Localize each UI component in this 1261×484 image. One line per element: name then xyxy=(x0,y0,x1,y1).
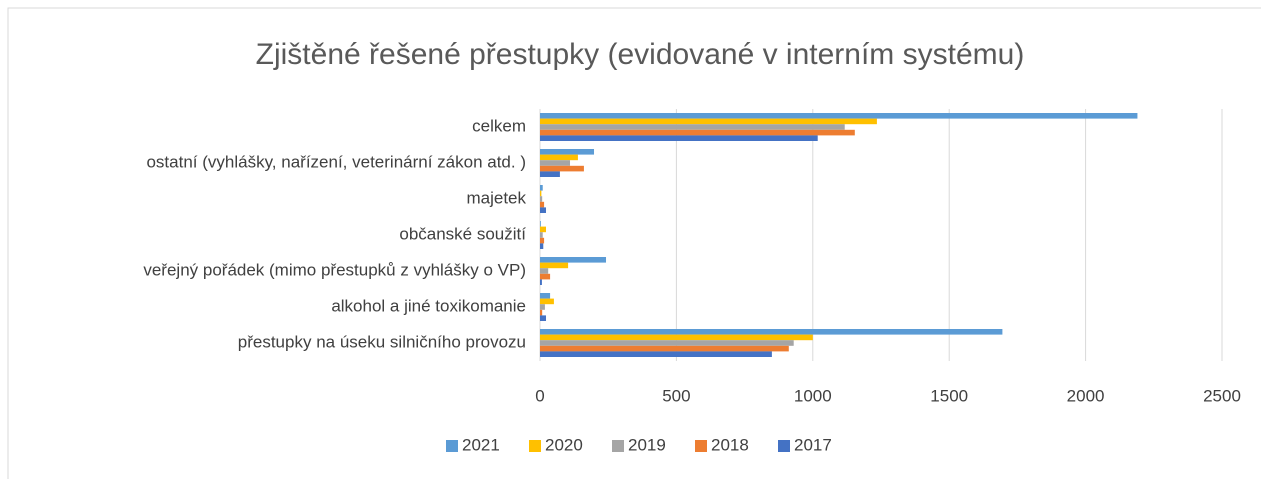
bar xyxy=(540,309,543,316)
bar xyxy=(540,340,794,346)
bar xyxy=(540,196,543,202)
legend-swatch xyxy=(529,440,541,452)
bar xyxy=(540,160,571,166)
y-tick-label: majetek xyxy=(466,188,526,207)
bar xyxy=(540,165,584,172)
x-tick-label: 2000 xyxy=(1067,386,1105,405)
legend-swatch xyxy=(778,440,790,452)
x-tick-label: 1000 xyxy=(794,386,832,405)
legend-swatch xyxy=(695,440,707,452)
y-tick-label: občanské soužití xyxy=(399,224,526,243)
bar xyxy=(540,226,547,233)
bar xyxy=(540,221,541,227)
bar xyxy=(540,243,544,249)
x-tick-label: 2500 xyxy=(1203,386,1241,405)
legend-swatch xyxy=(612,440,624,452)
bar xyxy=(540,304,545,310)
y-tick-label: veřejný pořádek (mimo přestupků z vyhláš… xyxy=(143,260,526,279)
bar xyxy=(540,262,569,269)
x-tick-label: 0 xyxy=(535,386,544,405)
bar xyxy=(540,298,554,305)
bar xyxy=(540,279,542,285)
bar xyxy=(540,334,813,341)
bar xyxy=(540,171,560,177)
bar xyxy=(540,273,551,280)
bar xyxy=(540,201,545,208)
bar xyxy=(540,329,1003,335)
legend-label: 2020 xyxy=(545,435,583,454)
legend-label: 2021 xyxy=(462,435,500,454)
bar xyxy=(540,124,845,130)
bar xyxy=(540,149,595,155)
bar xyxy=(540,154,578,161)
bar xyxy=(540,232,543,238)
bar xyxy=(540,118,877,125)
bar xyxy=(540,293,551,299)
chart-frame xyxy=(7,7,1261,484)
bar xyxy=(540,268,549,274)
bar xyxy=(540,351,772,357)
y-tick-label: alkohol a jiné toxikomanie xyxy=(331,296,526,315)
legend-label: 2017 xyxy=(794,435,832,454)
bar xyxy=(540,135,818,141)
y-tick-label: přestupky na úseku silničního provozu xyxy=(238,332,526,351)
legend-label: 2019 xyxy=(628,435,666,454)
bar xyxy=(540,129,855,136)
bar xyxy=(540,237,545,244)
x-tick-label: 500 xyxy=(662,386,690,405)
legend-label: 2018 xyxy=(711,435,749,454)
chart-title: Zjištěné řešené přestupky (evidované v i… xyxy=(256,38,1025,71)
y-tick-label: ostatní (vyhlášky, nařízení, veterinární… xyxy=(146,152,526,171)
legend-swatch xyxy=(446,440,458,452)
bar xyxy=(540,185,543,191)
bar xyxy=(540,315,547,321)
x-tick-label: 1500 xyxy=(930,386,968,405)
y-tick-label: celkem xyxy=(472,116,526,135)
bar xyxy=(540,113,1138,119)
bar xyxy=(540,345,789,352)
bar xyxy=(540,257,607,263)
bar xyxy=(540,207,547,213)
bar xyxy=(540,190,542,197)
